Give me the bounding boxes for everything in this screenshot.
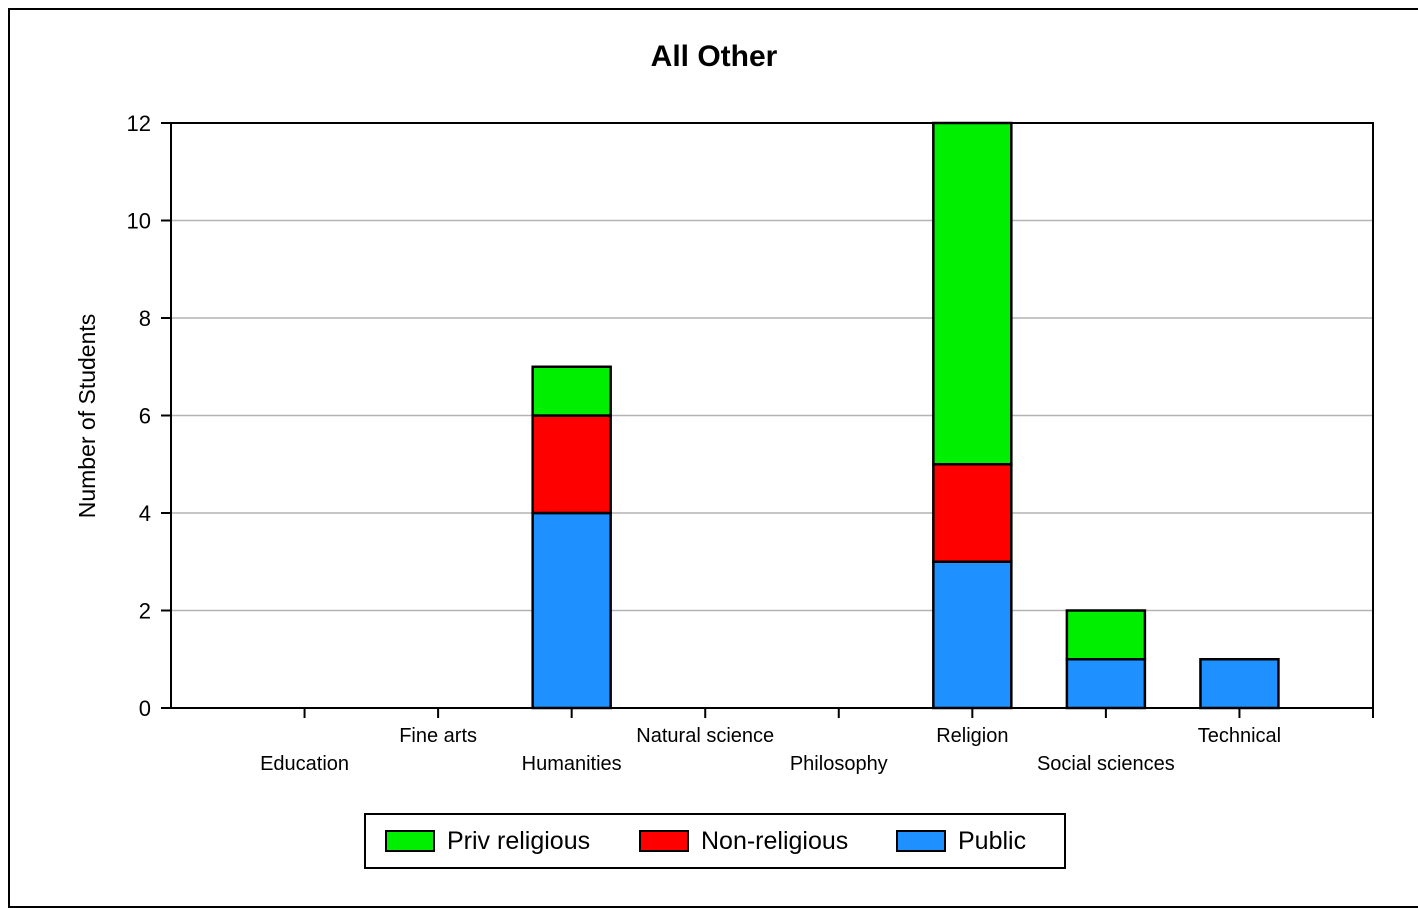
bar-segment xyxy=(932,560,1013,710)
bar-segment xyxy=(932,121,1013,466)
chart-title: All Other xyxy=(651,40,778,73)
legend-box xyxy=(364,813,1066,869)
x-tick-label: Social sciences xyxy=(1037,753,1175,775)
legend-label: Non-religious xyxy=(701,827,848,855)
x-tick-label: Fine arts xyxy=(399,725,477,747)
y-axis: 0 2 4 6 8 10 12 xyxy=(127,111,171,721)
y-tick-label: 8 xyxy=(139,306,151,331)
legend-label: Priv religious xyxy=(447,827,590,855)
y-tick-label: 6 xyxy=(139,404,151,429)
x-tick-label: Philosophy xyxy=(790,753,888,775)
bar-segment xyxy=(531,511,612,710)
grid-lines xyxy=(171,219,1373,612)
x-tick-label: Humanities xyxy=(522,753,622,775)
bar-segment xyxy=(1065,658,1147,710)
bar-segment xyxy=(531,365,612,417)
legend-label: Public xyxy=(958,827,1026,855)
x-tick-label: Natural science xyxy=(636,725,774,747)
bars xyxy=(531,121,1280,710)
x-tick-label: Education xyxy=(260,753,349,775)
bar-segment xyxy=(1199,658,1280,710)
legend-swatch xyxy=(639,830,689,852)
bar-segment xyxy=(932,463,1013,563)
y-tick-label: 0 xyxy=(139,696,151,721)
bar-segment xyxy=(1065,609,1147,661)
x-axis: Education Fine arts Humanities Natural scie… xyxy=(260,708,1374,775)
x-tick-label: Religion xyxy=(936,725,1008,747)
legend-swatch xyxy=(385,830,435,852)
y-axis-label: Number of Students xyxy=(74,314,100,519)
y-tick-label: 4 xyxy=(139,501,151,526)
y-tick-label: 12 xyxy=(127,111,151,136)
bar-segment xyxy=(531,414,612,515)
y-tick-label: 2 xyxy=(139,599,151,624)
chart-frame xyxy=(8,8,1418,908)
legend: Priv religious Non-religious Public xyxy=(364,813,1066,869)
x-tick-label: Technical xyxy=(1198,725,1281,747)
legend-swatch xyxy=(896,830,946,852)
y-tick-label: 10 xyxy=(127,209,151,234)
